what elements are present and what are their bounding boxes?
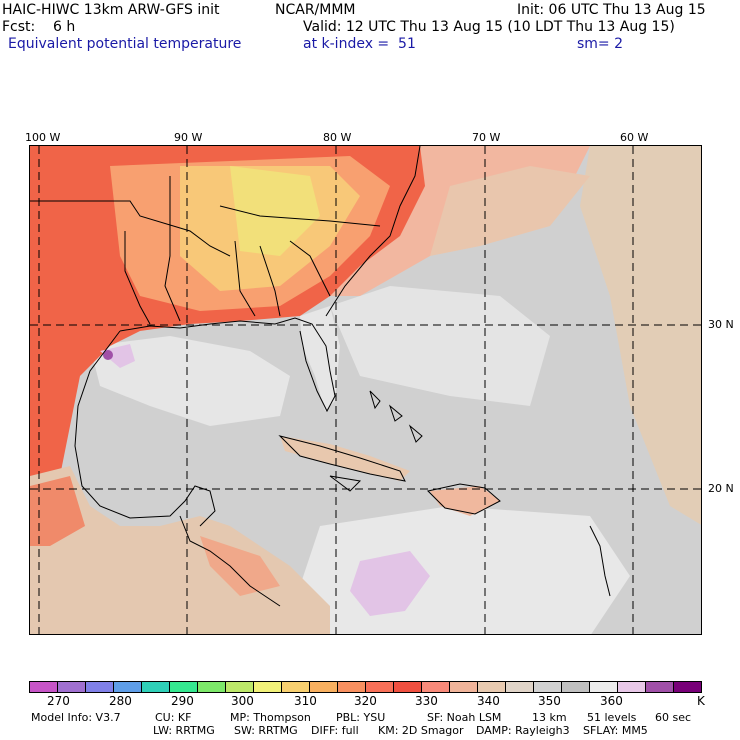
color-scale-swatch-1	[58, 682, 86, 692]
lon-label-60w: 60 W	[620, 131, 649, 144]
scale-label-320: 320	[354, 694, 377, 708]
scale-unit: K	[697, 694, 705, 708]
forecast-hour: Fcst: 6 h	[2, 19, 76, 35]
init-time: Init: 06 UTC Thu 13 Aug 15	[517, 2, 706, 18]
color-scale-swatch-10	[310, 682, 338, 692]
footer-resolution: 13 km	[532, 711, 567, 724]
footer-lw: LW: RRTMG	[153, 724, 215, 737]
org-label: NCAR/MMM	[275, 2, 356, 18]
scale-label-340: 340	[477, 694, 500, 708]
footer-pbl: PBL: YSU	[336, 711, 386, 724]
color-scale-swatch-12	[366, 682, 394, 692]
footer-sf: SF: Noah LSM	[427, 711, 502, 724]
footer-timestep: 60 sec	[655, 711, 692, 724]
color-scale-swatch-5	[170, 682, 198, 692]
color-scale-bar	[29, 681, 702, 693]
footer-cu: CU: KF	[155, 711, 192, 724]
color-scale-swatch-4	[142, 682, 170, 692]
scale-label-360: 360	[600, 694, 623, 708]
color-scale-swatch-20	[590, 682, 618, 692]
color-scale-swatch-23	[674, 682, 701, 692]
color-scale-swatch-21	[618, 682, 646, 692]
footer-diff: DIFF: full	[311, 724, 359, 737]
color-scale-swatch-9	[282, 682, 310, 692]
color-scale-swatch-15	[450, 682, 478, 692]
lon-label-100w: 100 W	[25, 131, 61, 144]
scale-label-350: 350	[538, 694, 561, 708]
valid-time: Valid: 12 UTC Thu 13 Aug 15 (10 LDT Thu …	[303, 19, 675, 35]
lat-label-30n: 30 N	[708, 318, 734, 331]
footer-sw: SW: RRTMG	[234, 724, 298, 737]
scale-label-290: 290	[171, 694, 194, 708]
color-scale-swatch-6	[198, 682, 226, 692]
footer-km: KM: 2D Smagor	[378, 724, 464, 737]
scale-label-270: 270	[47, 694, 70, 708]
footer-levels: 51 levels	[587, 711, 637, 724]
color-scale-swatch-22	[646, 682, 674, 692]
color-scale-swatch-18	[534, 682, 562, 692]
lon-label-90w: 90 W	[174, 131, 203, 144]
color-scale-swatch-0	[30, 682, 58, 692]
scale-label-280: 280	[109, 694, 132, 708]
scale-label-300: 300	[231, 694, 254, 708]
color-scale-swatch-3	[114, 682, 142, 692]
scale-label-330: 330	[415, 694, 438, 708]
scale-label-310: 310	[294, 694, 317, 708]
footer-model-info: Model Info: V3.7	[31, 711, 121, 724]
smoothing-label: sm= 2	[577, 36, 624, 52]
footer-sflay: SFLAY: MM5	[583, 724, 648, 737]
color-scale-swatch-16	[478, 682, 506, 692]
lat-label-20n: 20 N	[708, 482, 734, 495]
color-scale-swatch-2	[86, 682, 114, 692]
field-name: Equivalent potential temperature	[8, 36, 242, 52]
theta-e-field	[30, 146, 701, 634]
color-scale-swatch-8	[254, 682, 282, 692]
level-label: at k-index = 51	[303, 36, 416, 52]
model-title: HAIC-HIWC 13km ARW-GFS init	[2, 2, 220, 18]
color-scale-swatch-14	[422, 682, 450, 692]
lon-label-80w: 80 W	[323, 131, 352, 144]
footer-damp: DAMP: Rayleigh3	[476, 724, 570, 737]
color-scale-swatch-11	[338, 682, 366, 692]
footer-mp: MP: Thompson	[230, 711, 311, 724]
color-scale-swatch-13	[394, 682, 422, 692]
map-panel	[29, 145, 702, 635]
lon-label-70w: 70 W	[472, 131, 501, 144]
color-scale-swatch-7	[226, 682, 254, 692]
color-scale-swatch-19	[562, 682, 590, 692]
color-scale-swatch-17	[506, 682, 534, 692]
